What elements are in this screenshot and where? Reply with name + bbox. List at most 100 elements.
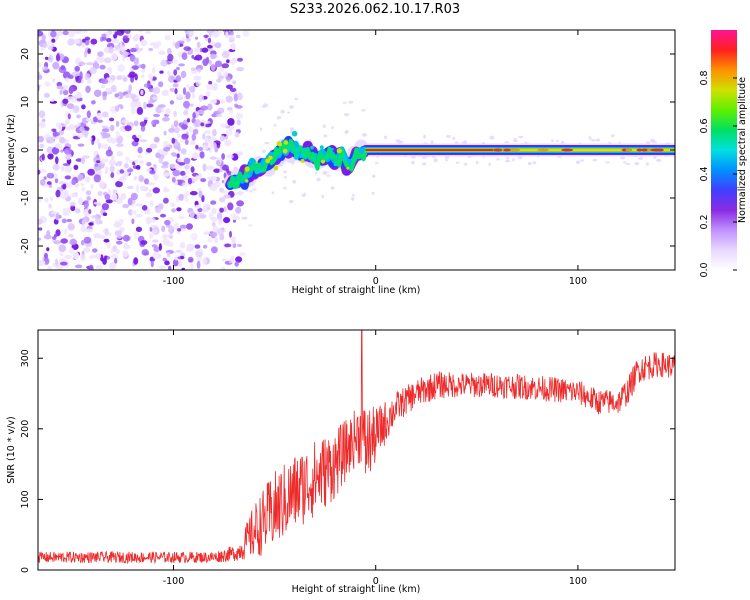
noise-blob bbox=[97, 190, 103, 197]
noise-blob bbox=[214, 237, 218, 244]
noise-blob bbox=[190, 166, 195, 173]
noise-blob bbox=[161, 225, 166, 232]
noise-blob bbox=[203, 231, 211, 235]
noise-blob bbox=[131, 65, 139, 70]
noise-blob bbox=[181, 133, 189, 140]
noise-blob bbox=[114, 93, 119, 98]
noise-blob bbox=[139, 139, 148, 143]
noise-blob bbox=[76, 122, 81, 127]
noise-blob bbox=[197, 207, 203, 213]
noise-blob bbox=[134, 203, 143, 207]
track-spot bbox=[301, 160, 304, 163]
noise-blob bbox=[134, 159, 139, 164]
noise-blob bbox=[330, 186, 335, 190]
noise-blob bbox=[185, 248, 194, 252]
noise-blob bbox=[109, 262, 117, 270]
noise-blob bbox=[140, 89, 144, 96]
noise-blob bbox=[52, 61, 60, 70]
noise-blob bbox=[181, 175, 190, 181]
noise-blob bbox=[80, 187, 86, 192]
noise-blob bbox=[113, 222, 122, 228]
noise-blob bbox=[232, 80, 237, 85]
noise-blob bbox=[634, 161, 640, 166]
noise-blob bbox=[108, 46, 114, 54]
noise-blob bbox=[645, 162, 649, 166]
noise-blob bbox=[199, 213, 207, 219]
noise-blob bbox=[623, 161, 627, 164]
noise-blob bbox=[102, 96, 107, 101]
noise-blob bbox=[200, 105, 209, 111]
noise-blob bbox=[211, 136, 216, 141]
noise-blob bbox=[221, 63, 229, 69]
noise-blob bbox=[168, 75, 175, 83]
noise-blob bbox=[210, 99, 218, 104]
noise-blob bbox=[115, 248, 120, 255]
track-core-spot bbox=[649, 148, 664, 152]
noise-blob bbox=[50, 98, 55, 102]
noise-blob bbox=[180, 255, 185, 259]
noise-blob bbox=[209, 231, 218, 238]
noise-blob bbox=[130, 107, 136, 115]
noise-blob bbox=[176, 153, 180, 158]
noise-blob bbox=[123, 163, 129, 169]
noise-blob bbox=[580, 159, 585, 162]
noise-blob bbox=[103, 57, 112, 64]
noise-blob bbox=[200, 178, 207, 183]
noise-blob bbox=[610, 134, 615, 138]
noise-blob bbox=[116, 30, 125, 36]
noise-blob bbox=[74, 30, 82, 35]
noise-blob bbox=[51, 211, 58, 215]
noise-blob bbox=[141, 74, 145, 79]
noise-blob bbox=[181, 182, 188, 187]
noise-blob bbox=[169, 100, 174, 105]
noise-blob bbox=[230, 43, 236, 50]
noise-blob bbox=[283, 186, 287, 190]
track-spot bbox=[259, 169, 263, 172]
noise-blob bbox=[163, 130, 167, 136]
snr-x-label: Height of straight line (km) bbox=[292, 584, 421, 595]
colorbar-tick-label: 0.0 bbox=[699, 262, 710, 277]
noise-blob bbox=[38, 30, 44, 37]
spectrogram-y-tick-label: 0 bbox=[20, 147, 31, 153]
noise-blob bbox=[86, 62, 94, 66]
noise-blob bbox=[224, 243, 232, 248]
noise-blob bbox=[154, 206, 162, 214]
noise-blob bbox=[41, 153, 45, 161]
noise-blob bbox=[216, 160, 221, 165]
noise-blob bbox=[116, 235, 122, 239]
noise-blob bbox=[70, 192, 78, 198]
noise-blob bbox=[158, 104, 166, 108]
noise-blob bbox=[171, 177, 176, 183]
noise-blob bbox=[184, 139, 189, 145]
track-core-spot bbox=[492, 148, 503, 152]
noise-blob bbox=[122, 203, 130, 209]
noise-blob bbox=[640, 156, 643, 161]
noise-blob bbox=[108, 232, 112, 237]
noise-blob bbox=[173, 69, 178, 76]
noise-blob bbox=[83, 236, 92, 244]
noise-blob bbox=[148, 233, 154, 239]
noise-blob bbox=[252, 188, 257, 191]
noise-blob bbox=[102, 91, 107, 99]
noise-blob bbox=[422, 156, 427, 159]
noise-blob bbox=[163, 147, 171, 152]
noise-blob bbox=[70, 96, 77, 103]
noise-blob bbox=[149, 143, 158, 149]
noise-blob bbox=[225, 31, 229, 39]
track-spot bbox=[255, 168, 261, 174]
noise-blob bbox=[192, 128, 199, 135]
noise-blob bbox=[61, 218, 67, 224]
noise-blob bbox=[87, 48, 91, 54]
noise-blob bbox=[169, 235, 173, 239]
noise-blob bbox=[191, 55, 195, 59]
colorbar-tick-label: 0.6 bbox=[699, 118, 710, 133]
noise-blob bbox=[184, 170, 190, 174]
noise-blob bbox=[169, 87, 175, 92]
noise-blob bbox=[96, 112, 103, 120]
noise-blob bbox=[203, 130, 212, 135]
track-core-spot bbox=[507, 148, 521, 152]
noise-blob bbox=[159, 70, 164, 74]
noise-blob bbox=[221, 258, 228, 262]
noise-blob bbox=[68, 86, 74, 94]
noise-blob bbox=[179, 242, 186, 249]
